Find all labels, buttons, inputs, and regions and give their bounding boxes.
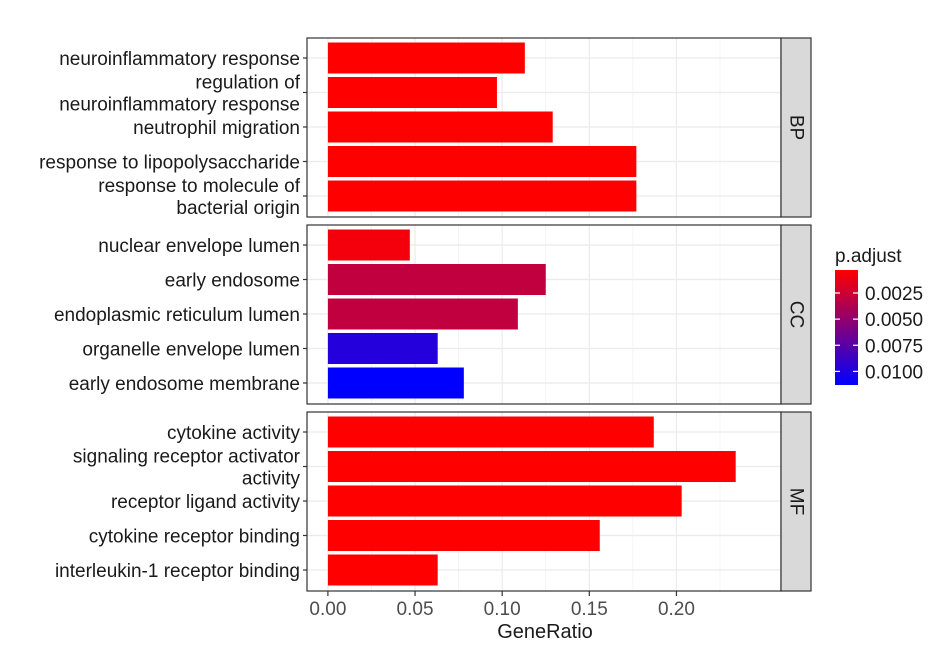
x-tick-label: 0.20 <box>658 599 695 620</box>
category-label: signaling receptor activator <box>73 447 301 468</box>
facet-strip <box>780 411 812 592</box>
bar <box>327 264 546 295</box>
category-label: nuclear envelope lumen <box>98 236 300 257</box>
legend-tick-label: 0.0025 <box>865 284 923 305</box>
category-label: endoplasmic reticulum lumen <box>54 305 300 326</box>
x-tick-label: 0.00 <box>309 599 346 620</box>
bar <box>327 229 410 261</box>
category-label: bacterial origin <box>176 198 300 219</box>
category-label: interleukin-1 receptor binding <box>55 561 300 582</box>
category-label: neutrophil migration <box>133 118 300 139</box>
facet-panel-cc: nuclear envelope lumen early endosome endo… <box>54 224 812 405</box>
facet-strip <box>780 224 812 405</box>
category-label: cytokine receptor binding <box>89 527 300 548</box>
category-label: response to molecule of <box>98 176 300 197</box>
bar <box>327 180 637 212</box>
bar <box>327 111 553 143</box>
legend-title: p.adjust <box>835 246 902 267</box>
bar <box>327 333 438 364</box>
legend-tick-label: 0.0075 <box>865 336 923 357</box>
category-label: organelle envelope lumen <box>82 340 300 361</box>
legend-tick-label: 0.0100 <box>865 362 923 383</box>
bar <box>327 367 464 399</box>
x-axis: 0.00 0.05 0.10 0.15 0.20 <box>309 591 695 620</box>
facet-strip-label: MF <box>786 488 807 515</box>
x-tick-label: 0.15 <box>571 599 608 620</box>
bar <box>327 146 637 177</box>
x-tick-label: 0.10 <box>484 599 521 620</box>
legend-ticks: 0.0025 0.0050 0.0075 0.0100 <box>835 284 923 383</box>
category-label: cytokine activity <box>167 423 301 444</box>
category-label: receptor ligand activity <box>111 492 301 513</box>
bar <box>327 42 525 74</box>
bar <box>327 416 654 448</box>
category-label: early endosome <box>165 271 300 292</box>
facet-strip <box>780 37 812 218</box>
category-label: early endosome membrane <box>69 374 300 395</box>
legend-colorbar <box>835 270 858 385</box>
facet-panel-mf: cytokine activity signaling receptor acti… <box>55 411 812 592</box>
category-label: activity <box>242 469 301 490</box>
facet-strip-label: BP <box>786 115 807 140</box>
facet-strip-label: CC <box>786 301 807 328</box>
category-label: response to lipopolysaccharide <box>39 153 300 174</box>
category-label: neuroinflammatory response <box>59 95 300 116</box>
bar <box>327 485 682 517</box>
legend-tick-label: 0.0050 <box>865 310 923 331</box>
bar <box>327 298 518 330</box>
category-label: regulation of <box>195 73 300 94</box>
bar <box>327 520 600 551</box>
bar <box>327 451 736 482</box>
x-tick-label: 0.05 <box>397 599 434 620</box>
x-axis-title: GeneRatio <box>497 621 593 643</box>
color-legend: p.adjust 0.0025 0.0050 0.0075 0.0100 <box>835 246 923 385</box>
bar <box>327 77 497 108</box>
bar <box>327 554 438 586</box>
category-label: neuroinflammatory response <box>59 49 300 70</box>
